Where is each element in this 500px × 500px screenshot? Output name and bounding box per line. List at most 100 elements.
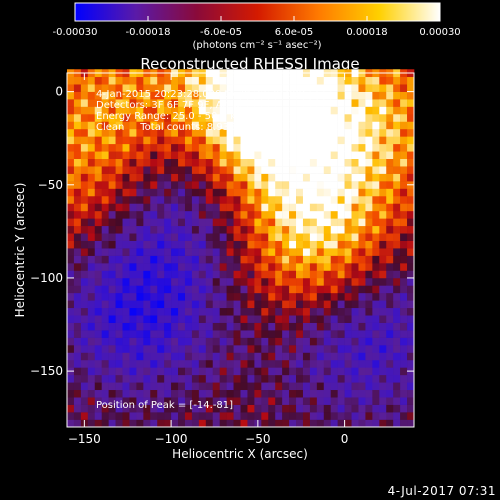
heatmap-cell [316, 277, 325, 286]
heatmap-cell [379, 99, 387, 107]
heatmap-cell [212, 203, 220, 212]
heatmap-cell [323, 195, 332, 204]
heatmap-cell [178, 233, 186, 241]
heatmap-cell [330, 337, 338, 346]
heatmap-cell [212, 188, 220, 197]
timestamp: 4-Jul-2017 07:31 [387, 484, 496, 498]
heatmap-cell [296, 113, 304, 122]
heatmap-cell [247, 106, 255, 115]
heatmap-cell [143, 270, 151, 279]
heatmap-cell [150, 233, 158, 241]
heatmap-cell [358, 300, 366, 309]
heatmap-cell [289, 412, 297, 420]
heatmap-cell [226, 84, 234, 92]
heatmap-cell [171, 412, 179, 420]
heatmap-cell [233, 151, 241, 159]
heatmap-cell [365, 419, 373, 428]
heatmap-cell [289, 345, 297, 353]
heatmap-cell [226, 359, 234, 368]
heatmap-cell [73, 248, 82, 256]
heatmap-cell [184, 255, 193, 264]
heatmap-cell [178, 292, 186, 301]
heatmap-cell [268, 166, 276, 174]
heatmap-cell [289, 330, 297, 338]
heatmap-cell [143, 240, 151, 249]
heatmap-cell [115, 345, 123, 353]
heatmap-cell [150, 99, 158, 107]
heatmap-cell [351, 121, 359, 130]
heatmap-cell [122, 121, 130, 130]
heatmap-cell [226, 397, 234, 405]
heatmap-cell [191, 419, 200, 428]
heatmap-cell [323, 307, 332, 316]
heatmap-cell [240, 84, 248, 92]
heatmap-cell [108, 285, 116, 294]
heatmap-cell [309, 195, 318, 204]
heatmap-cell [351, 210, 359, 219]
heatmap-cell [108, 352, 116, 361]
heatmap-cell [365, 218, 373, 227]
heatmap-cell [184, 121, 193, 130]
heatmap-cell [393, 397, 401, 405]
heatmap-cell [226, 412, 234, 420]
heatmap-cell [157, 397, 165, 405]
heatmap-cell [351, 136, 359, 145]
heatmap-cell [226, 188, 234, 197]
heatmap-cell [171, 382, 179, 391]
heatmap-cell [316, 143, 325, 152]
heatmap-cell [323, 277, 332, 286]
heatmap-cell [407, 173, 415, 182]
heatmap-cell [337, 315, 345, 323]
heatmap-cell [67, 143, 75, 152]
heatmap-cell [275, 315, 283, 323]
heatmap-cell [337, 76, 345, 85]
heatmap-cell [205, 76, 214, 85]
heatmap-cell [233, 337, 241, 346]
heatmap-cell [219, 367, 227, 376]
heatmap-cell [184, 173, 193, 182]
heatmap-cell [101, 218, 109, 227]
heatmap-cell [212, 121, 220, 130]
heatmap-cell [150, 359, 158, 368]
heatmap-cell [337, 292, 345, 301]
heatmap-cell [129, 128, 137, 137]
heatmap-cell [108, 359, 116, 368]
heatmap-cell [400, 151, 408, 159]
heatmap-cell [219, 285, 227, 294]
heatmap-cell [219, 322, 227, 331]
heatmap-cell [122, 233, 130, 241]
heatmap-cell [80, 285, 89, 294]
heatmap-cell [129, 300, 137, 309]
heatmap-cell [94, 203, 102, 212]
heatmap-cell [108, 203, 116, 212]
heatmap-cell [400, 188, 408, 197]
heatmap-cell [150, 412, 158, 420]
heatmap-cell [212, 248, 220, 256]
heatmap-cell [198, 188, 207, 197]
heatmap-cell [212, 285, 220, 294]
heatmap-cell [393, 315, 401, 323]
heatmap-cell [219, 345, 227, 353]
heatmap-cell [344, 315, 352, 323]
heatmap-cell [212, 367, 220, 376]
heatmap-cell [302, 397, 311, 405]
heatmap-cell [323, 374, 332, 383]
colorbar-units: (photons cm⁻² s⁻¹ asec⁻²) [192, 40, 321, 51]
heatmap-cell [323, 143, 332, 152]
heatmap-cell [205, 188, 214, 197]
heatmap-cells [67, 69, 415, 428]
heatmap-cell [212, 263, 220, 271]
heatmap-cell [400, 121, 408, 130]
heatmap-cell [316, 352, 325, 361]
heatmap-cell [296, 181, 304, 189]
heatmap-cell [240, 263, 248, 271]
heatmap-cell [184, 181, 193, 189]
heatmap-cell [254, 367, 262, 376]
heatmap-cell [302, 76, 311, 85]
heatmap-cell [400, 210, 408, 219]
heatmap-cell [205, 158, 214, 167]
heatmap-cell [302, 300, 311, 309]
heatmap-cell [178, 143, 186, 152]
heatmap-cell [178, 412, 186, 420]
heatmap-cell [254, 203, 262, 212]
